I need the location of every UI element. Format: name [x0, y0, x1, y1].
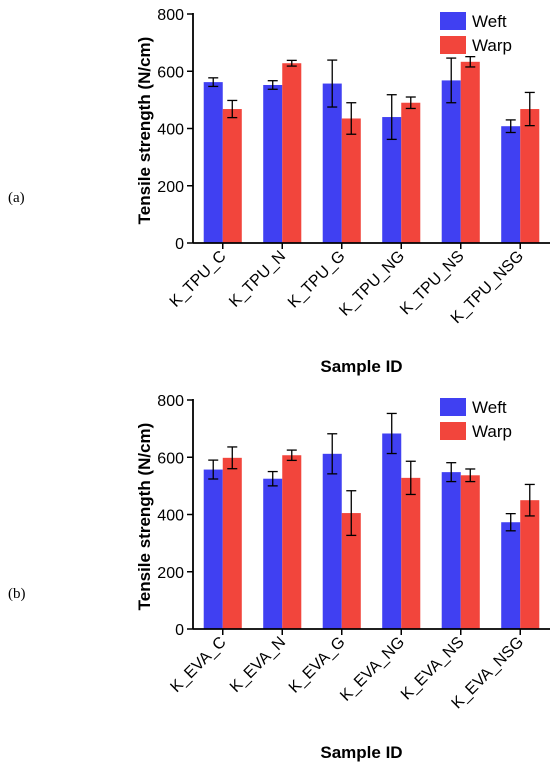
- bar-warp-3-b: [341, 513, 361, 629]
- bar-warp-3-a: [341, 118, 361, 243]
- y-tick-label-4-b: 600: [157, 450, 184, 467]
- legend-label-weft-a: Weft: [472, 12, 507, 31]
- bar-weft-1-a: [203, 82, 223, 243]
- legend-swatch-weft-a: [440, 12, 466, 30]
- y-tick-label-5-b: 800: [157, 393, 184, 410]
- x-tick-label-3-a: K_TPU_G: [285, 248, 349, 312]
- bar-weft-3-a: [322, 83, 342, 243]
- y-tick-label-1-b: 0: [175, 622, 184, 639]
- bar-weft-3-b: [322, 453, 342, 629]
- x-axis-title-b: Sample ID: [320, 743, 402, 762]
- bar-weft-5-b: [441, 472, 461, 629]
- panel-label-b: (b): [8, 586, 26, 602]
- chart-a: K_TPU_CK_TPU_NK_TPU_GK_TPU_NGK_TPU_NSK_T…: [135, 7, 550, 376]
- bar-weft-5-a: [441, 80, 461, 243]
- bar-warp-5-b: [460, 475, 480, 629]
- legend-swatch-weft-b: [440, 398, 466, 416]
- y-tick-label-4-a: 600: [157, 64, 184, 81]
- x-axis-title-a: Sample ID: [320, 357, 402, 376]
- legend-label-warp-b: Warp: [472, 422, 512, 441]
- bar-warp-6-a: [520, 109, 540, 243]
- x-tick-label-2-b: K_EVA_N: [227, 634, 289, 696]
- x-tick-label-3-b: K_EVA_G: [286, 634, 349, 697]
- y-tick-label-1-a: 0: [175, 236, 184, 253]
- y-tick-label-2-b: 200: [157, 565, 184, 582]
- bar-weft-6-a: [501, 126, 521, 243]
- bar-warp-6-b: [520, 500, 540, 629]
- y-tick-label-2-a: 200: [157, 179, 184, 196]
- panel-label-a: (a): [8, 190, 25, 206]
- legend-label-weft-b: Weft: [472, 398, 507, 417]
- bar-weft-2-a: [263, 84, 283, 244]
- bar-warp-2-a: [282, 63, 302, 243]
- bar-weft-4-b: [382, 433, 402, 629]
- x-tick-label-2-a: K_TPU_N: [226, 248, 289, 311]
- x-tick-label-4-b: K_EVA_NG: [337, 634, 408, 705]
- legend-swatch-warp-a: [440, 36, 466, 54]
- legend-swatch-warp-b: [440, 422, 466, 440]
- chart-b: K_EVA_CK_EVA_NK_EVA_GK_EVA_NGK_EVA_NSK_E…: [135, 393, 550, 762]
- bar-weft-1-b: [203, 469, 223, 629]
- legend-label-warp-a: Warp: [472, 36, 512, 55]
- y-axis-title-b: Tensile strength (N/cm): [135, 423, 154, 611]
- y-tick-label-3-b: 400: [157, 508, 184, 525]
- x-tick-label-1-a: K_TPU_C: [167, 248, 230, 311]
- y-tick-label-3-a: 400: [157, 122, 184, 139]
- x-tick-label-1-b: K_EVA_C: [167, 634, 229, 696]
- y-axis-title-a: Tensile strength (N/cm): [135, 37, 154, 225]
- bar-warp-2-b: [282, 455, 302, 629]
- bar-warp-1-a: [222, 109, 242, 243]
- bar-weft-6-b: [501, 522, 521, 629]
- bar-warp-4-a: [401, 102, 421, 243]
- bar-warp-5-a: [460, 61, 480, 244]
- bar-weft-4-a: [382, 117, 402, 243]
- bar-weft-2-b: [263, 478, 283, 629]
- bar-warp-4-b: [401, 477, 421, 629]
- bar-warp-1-b: [222, 457, 242, 629]
- y-tick-label-5-a: 800: [157, 7, 184, 24]
